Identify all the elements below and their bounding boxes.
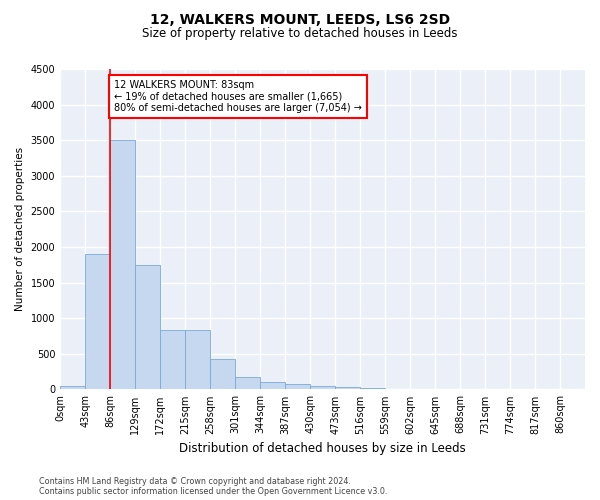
Text: Contains HM Land Registry data © Crown copyright and database right 2024.: Contains HM Land Registry data © Crown c… <box>39 477 351 486</box>
Bar <box>385 389 410 390</box>
Bar <box>110 140 135 390</box>
Y-axis label: Number of detached properties: Number of detached properties <box>15 147 25 312</box>
Text: Contains public sector information licensed under the Open Government Licence v3: Contains public sector information licen… <box>39 487 388 496</box>
Bar <box>160 330 185 390</box>
Bar <box>235 377 260 390</box>
Bar <box>360 388 385 390</box>
Bar <box>335 388 360 390</box>
Bar <box>285 384 310 390</box>
Bar <box>85 254 110 390</box>
Bar <box>310 386 335 390</box>
Bar <box>135 265 160 390</box>
Bar <box>60 386 85 390</box>
X-axis label: Distribution of detached houses by size in Leeds: Distribution of detached houses by size … <box>179 442 466 455</box>
Text: Size of property relative to detached houses in Leeds: Size of property relative to detached ho… <box>142 28 458 40</box>
Bar <box>185 330 210 390</box>
Text: 12 WALKERS MOUNT: 83sqm
← 19% of detached houses are smaller (1,665)
80% of semi: 12 WALKERS MOUNT: 83sqm ← 19% of detache… <box>114 80 362 113</box>
Bar <box>210 359 235 390</box>
Text: 12, WALKERS MOUNT, LEEDS, LS6 2SD: 12, WALKERS MOUNT, LEEDS, LS6 2SD <box>150 12 450 26</box>
Bar <box>260 382 285 390</box>
